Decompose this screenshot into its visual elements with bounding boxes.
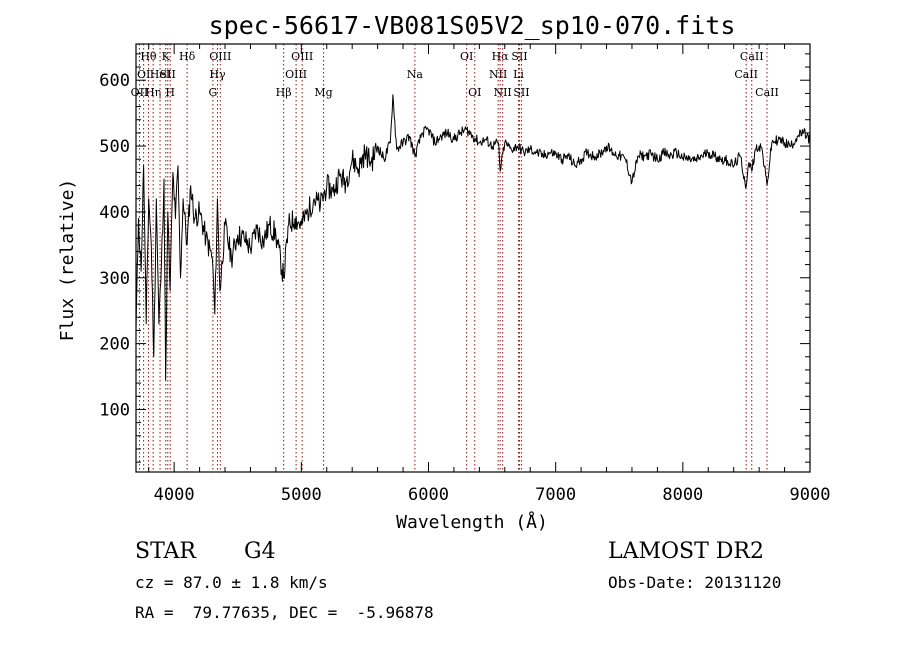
line-label-15: Mg — [314, 86, 332, 99]
line-label-0: Hθ — [140, 50, 157, 63]
line-label-17: OI — [460, 50, 473, 63]
y-tick-label-0: 100 — [99, 400, 130, 420]
line-label-6: SII — [160, 68, 176, 81]
y-tick-label-5: 600 — [99, 71, 130, 91]
line-label-5: K — [162, 50, 171, 63]
line-label-19: Hα — [492, 50, 510, 63]
x-tick-label-2: 6000 — [408, 485, 449, 505]
axis-ticks: 4000 5000 6000 7000 8000 9000 100 200 300 400 500 6… — [99, 44, 830, 505]
line-label-7: H — [165, 86, 175, 99]
line-label-18: OI — [468, 86, 481, 99]
line-label-26: CaII — [734, 68, 758, 81]
line-label-23: NII — [493, 86, 511, 99]
y-tick-label-1: 200 — [99, 335, 130, 355]
object-class: STAR — [135, 539, 196, 564]
line-label-14: Hβ — [276, 86, 292, 99]
y-tick-label-2: 300 — [99, 269, 130, 289]
x-tick-label-5: 9000 — [790, 485, 831, 505]
line-label-24: SII — [513, 86, 529, 99]
line-label-20: SII — [511, 50, 527, 63]
line-label-2: OI — [137, 68, 150, 81]
subclass: G4 — [244, 539, 276, 564]
survey-name: LAMOST DR2 — [608, 539, 764, 564]
spectrum-series — [135, 94, 811, 381]
line-label-8: Hδ — [179, 50, 196, 63]
x-tick-label-3: 7000 — [535, 485, 576, 505]
x-tick-label-1: 5000 — [281, 485, 322, 505]
line-label-12: OIII — [291, 50, 313, 63]
chart-title: spec-56617-VB081S05V2_sp10-070.fits — [209, 11, 736, 40]
y-axis-label: Flux (relative) — [57, 179, 78, 342]
y-tick-label-4: 500 — [99, 137, 130, 157]
line-label-16: Na — [407, 68, 424, 81]
line-label-4: HeI — [150, 68, 170, 81]
line-label-25: CaII — [740, 50, 764, 63]
redshift-readout: cz = 87.0 ± 1.8 km/s — [135, 573, 328, 592]
x-axis-label: Wavelength (Å) — [396, 511, 548, 533]
line-label-3: Hη — [145, 86, 161, 99]
line-label-21: NII — [489, 68, 507, 81]
line-label-9: OIII — [209, 50, 231, 63]
line-label-22: Li — [513, 68, 524, 81]
line-label-10: Hγ — [209, 68, 226, 81]
line-label-11: G — [209, 86, 218, 99]
line-label-13: OIII — [285, 68, 307, 81]
spectrum-line — [135, 94, 811, 381]
y-tick-label-3: 400 — [99, 203, 130, 223]
x-tick-label-0: 4000 — [154, 485, 195, 505]
coordinates: RA = 79.77635, DEC = -5.96878 — [135, 603, 434, 622]
line-label-27: CaII — [755, 86, 779, 99]
x-tick-label-4: 8000 — [662, 485, 703, 505]
obs-date: Obs-Date: 20131120 — [608, 573, 782, 592]
plot-frame — [135, 43, 811, 473]
